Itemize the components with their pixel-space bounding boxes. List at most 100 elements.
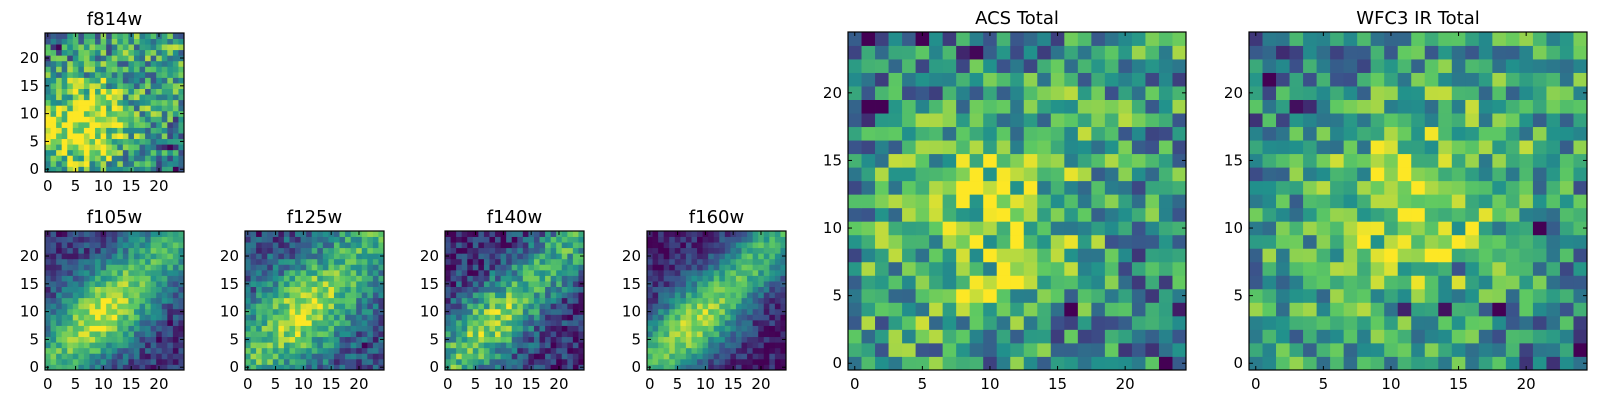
- heatmap-cell: [300, 275, 307, 282]
- heatmap-cell: [1573, 356, 1588, 371]
- heatmap-cell: [50, 99, 57, 106]
- heatmap-cell: [133, 166, 140, 173]
- heatmap-cell: [1465, 153, 1480, 168]
- heatmap-cell: [1262, 99, 1277, 114]
- heatmap-cell: [145, 247, 152, 254]
- heatmap-cell: [167, 319, 174, 326]
- heatmap-cell: [478, 286, 485, 293]
- heatmap-cell: [128, 242, 135, 249]
- heatmap-cell: [95, 138, 101, 145]
- heatmap-cell: [861, 329, 876, 344]
- heatmap-cell: [652, 258, 659, 265]
- heatmap-cell: [780, 258, 787, 265]
- heatmap-cell: [245, 347, 251, 354]
- heatmap-cell: [697, 336, 703, 343]
- heatmap-cell: [111, 110, 118, 117]
- heatmap-cell: [1546, 329, 1561, 344]
- heatmap-cell: [647, 264, 653, 271]
- heatmap-cell: [730, 358, 737, 365]
- heatmap-cell: [450, 286, 457, 293]
- heatmap-cell: [256, 286, 263, 293]
- heatmap-cell: [300, 358, 307, 365]
- heatmap-cell: [83, 325, 90, 332]
- heatmap-cell: [1064, 288, 1079, 303]
- x-tick-label: 10: [1381, 375, 1400, 393]
- heatmap-cell: [861, 45, 876, 60]
- heatmap-cell: [702, 264, 709, 271]
- heatmap-cell: [741, 297, 748, 304]
- heatmap-cell: [350, 242, 357, 249]
- y-tick-label: 0: [229, 358, 239, 376]
- heatmap-cell: [117, 231, 124, 237]
- heatmap-cell: [106, 325, 113, 332]
- heatmap-cell: [322, 353, 329, 360]
- heatmap-cell: [1438, 59, 1453, 73]
- heatmap-cell: [983, 126, 998, 141]
- heatmap-cell: [769, 319, 776, 326]
- heatmap-cell: [56, 353, 63, 360]
- heatmap-cell: [72, 55, 79, 62]
- heatmap-cell: [1118, 99, 1133, 114]
- heatmap-cell: [117, 314, 124, 321]
- heatmap-cell: [178, 314, 185, 321]
- heatmap-cell: [156, 325, 163, 332]
- heatmap-cell: [89, 127, 96, 134]
- heatmap-cell: [456, 308, 463, 315]
- heatmap-cell: [1546, 180, 1561, 195]
- heatmap-cell: [658, 297, 665, 304]
- heatmap-cell: [1091, 167, 1106, 182]
- heatmap-cell: [372, 258, 379, 265]
- heatmap-cell: [1064, 194, 1079, 209]
- heatmap-cell: [1064, 126, 1079, 141]
- heatmap-cell: [1370, 234, 1385, 249]
- heatmap-cell: [495, 353, 501, 360]
- heatmap-cell: [533, 347, 540, 354]
- heatmap-cell: [708, 281, 715, 287]
- heatmap-cell: [178, 325, 185, 332]
- heatmap-cell: [95, 275, 101, 282]
- heatmap-cell: [345, 353, 352, 360]
- heatmap-cell: [1330, 288, 1345, 303]
- heatmap-cell: [702, 269, 709, 276]
- heatmap-cell: [106, 38, 113, 45]
- heatmap-cell: [1411, 329, 1426, 344]
- heatmap-cell: [111, 160, 118, 167]
- heatmap-cell: [669, 286, 676, 293]
- heatmap-cell: [572, 231, 579, 237]
- heatmap-cell: [1064, 342, 1079, 357]
- heatmap-cell: [511, 264, 518, 271]
- heatmap-cell: [339, 264, 346, 271]
- heatmap-cell: [1411, 140, 1426, 155]
- heatmap-cell: [752, 358, 759, 365]
- heatmap-cell: [100, 336, 107, 343]
- heatmap-cell: [1249, 221, 1263, 236]
- heatmap-cell: [445, 325, 451, 332]
- heatmap-cell: [117, 83, 124, 89]
- heatmap-cell: [161, 364, 168, 371]
- heatmap-cell: [111, 308, 118, 315]
- heatmap-cell: [1145, 153, 1160, 168]
- heatmap-cell: [445, 319, 451, 326]
- heatmap-cell: [495, 331, 501, 338]
- heatmap-cell: [915, 194, 930, 209]
- heatmap-cell: [848, 302, 862, 317]
- heatmap-cell: [272, 303, 279, 310]
- heatmap-cell: [1546, 302, 1561, 317]
- heatmap-cell: [500, 253, 507, 260]
- heatmap-cell: [1262, 194, 1277, 209]
- heatmap-cell: [472, 342, 479, 349]
- heatmap-cell: [1397, 207, 1412, 222]
- heatmap-cell: [915, 180, 930, 195]
- heatmap-cell: [72, 105, 79, 112]
- heatmap-cell: [1424, 261, 1439, 276]
- heatmap-cell: [1451, 342, 1466, 357]
- heatmap-cell: [691, 325, 698, 332]
- heatmap-cell: [289, 269, 296, 276]
- heatmap-cell: [450, 347, 457, 354]
- heatmap-cell: [133, 160, 140, 167]
- heatmap-cell: [578, 342, 585, 349]
- heatmap-cell: [996, 221, 1011, 236]
- heatmap-cell: [663, 264, 670, 271]
- heatmap-cell: [708, 242, 715, 249]
